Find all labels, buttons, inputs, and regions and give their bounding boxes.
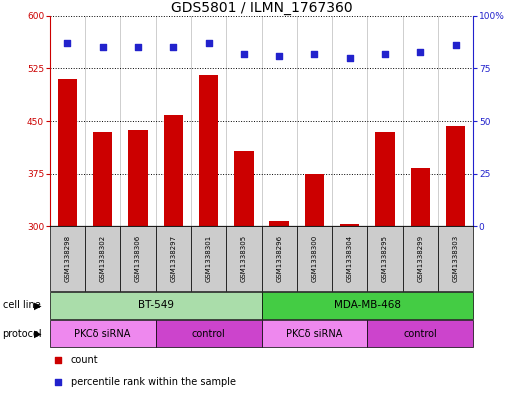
Bar xyxy=(50,226,85,291)
Text: count: count xyxy=(71,355,98,365)
Point xyxy=(204,40,213,46)
Text: GSM1338306: GSM1338306 xyxy=(135,235,141,283)
Point xyxy=(98,44,107,50)
Text: GSM1338297: GSM1338297 xyxy=(170,235,176,282)
Bar xyxy=(367,320,473,347)
Bar xyxy=(226,226,262,291)
Text: GSM1338303: GSM1338303 xyxy=(453,235,459,283)
Text: GSM1338305: GSM1338305 xyxy=(241,235,247,282)
Point xyxy=(416,48,425,55)
Text: GSM1338304: GSM1338304 xyxy=(347,235,353,282)
Text: GSM1338296: GSM1338296 xyxy=(276,235,282,282)
Point xyxy=(169,44,177,50)
Point xyxy=(381,50,389,57)
Point xyxy=(54,378,62,385)
Bar xyxy=(305,174,324,226)
Text: MDA-MB-468: MDA-MB-468 xyxy=(334,300,401,310)
Text: percentile rank within the sample: percentile rank within the sample xyxy=(71,377,236,387)
Point xyxy=(54,357,62,364)
Text: BT-549: BT-549 xyxy=(138,300,174,310)
Text: GSM1338302: GSM1338302 xyxy=(100,235,106,282)
Bar xyxy=(269,221,289,226)
Point xyxy=(240,50,248,57)
Bar xyxy=(376,132,395,226)
Bar xyxy=(262,226,297,291)
Bar xyxy=(297,226,332,291)
Bar xyxy=(438,226,473,291)
Text: GSM1338300: GSM1338300 xyxy=(312,235,317,283)
Bar xyxy=(85,226,120,291)
Text: GSM1338299: GSM1338299 xyxy=(417,235,423,282)
Text: ▶: ▶ xyxy=(35,329,42,339)
Point xyxy=(346,55,354,61)
Bar xyxy=(340,224,359,226)
Bar xyxy=(58,79,77,226)
Bar xyxy=(164,116,183,226)
Point xyxy=(451,42,460,48)
Bar xyxy=(234,151,254,226)
Bar xyxy=(332,226,367,291)
Bar xyxy=(156,320,262,347)
Bar xyxy=(199,75,218,226)
Bar xyxy=(50,320,156,347)
Text: control: control xyxy=(403,329,437,339)
Bar xyxy=(403,226,438,291)
Bar xyxy=(93,132,112,226)
Text: GSM1338301: GSM1338301 xyxy=(206,235,211,283)
Bar xyxy=(446,126,465,226)
Title: GDS5801 / ILMN_1767360: GDS5801 / ILMN_1767360 xyxy=(170,1,353,15)
Text: GSM1338298: GSM1338298 xyxy=(64,235,70,282)
Text: cell line: cell line xyxy=(3,300,40,310)
Point xyxy=(310,50,319,57)
Bar xyxy=(156,226,191,291)
Text: ▶: ▶ xyxy=(35,300,42,310)
Bar xyxy=(128,130,147,226)
Point xyxy=(134,44,142,50)
Text: PKCδ siRNA: PKCδ siRNA xyxy=(74,329,131,339)
Bar xyxy=(367,226,403,291)
Bar xyxy=(262,320,367,347)
Point xyxy=(275,53,283,59)
Text: protocol: protocol xyxy=(3,329,42,339)
Bar xyxy=(50,292,262,319)
Bar xyxy=(191,226,226,291)
Bar xyxy=(120,226,155,291)
Bar xyxy=(262,292,473,319)
Bar xyxy=(411,168,430,226)
Point xyxy=(63,40,72,46)
Text: PKCδ siRNA: PKCδ siRNA xyxy=(286,329,343,339)
Text: GSM1338295: GSM1338295 xyxy=(382,235,388,282)
Text: control: control xyxy=(191,329,225,339)
